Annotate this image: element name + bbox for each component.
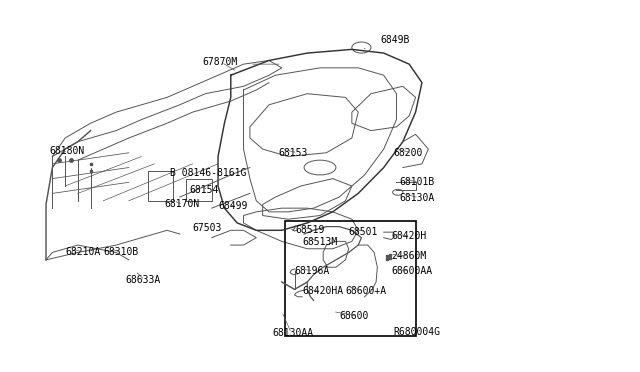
- Bar: [285, 221, 415, 336]
- Text: 68310B: 68310B: [103, 247, 139, 257]
- Text: 68519: 68519: [296, 225, 325, 235]
- Text: 68196A: 68196A: [294, 266, 330, 276]
- Text: B 08146-8161G: B 08146-8161G: [170, 168, 246, 178]
- Text: 68600: 68600: [339, 311, 369, 321]
- Text: 68501: 68501: [349, 227, 378, 237]
- Text: 68210A: 68210A: [65, 247, 100, 257]
- Text: 68130A: 68130A: [399, 193, 435, 203]
- Text: 68420HA: 68420HA: [302, 286, 343, 296]
- Text: R680004G: R680004G: [394, 327, 440, 337]
- Text: 68153: 68153: [278, 148, 308, 158]
- Text: 68420H: 68420H: [392, 231, 427, 241]
- Text: 68170N: 68170N: [164, 199, 199, 209]
- Text: 68130AA: 68130AA: [272, 328, 314, 338]
- Text: 68154: 68154: [189, 185, 219, 195]
- Text: 67503: 67503: [193, 224, 222, 234]
- Text: 68499: 68499: [218, 201, 248, 211]
- Text: 68600AA: 68600AA: [392, 266, 433, 276]
- Text: 68101B: 68101B: [399, 177, 435, 187]
- Text: 6849B: 6849B: [381, 35, 410, 45]
- Text: 68633A: 68633A: [125, 275, 161, 285]
- Text: 24860M: 24860M: [392, 251, 427, 261]
- Text: 68600+A: 68600+A: [346, 286, 387, 296]
- Text: 68180N: 68180N: [49, 146, 84, 156]
- Text: 67870M: 67870M: [202, 57, 237, 67]
- Bar: [148, 171, 173, 201]
- Text: 68200: 68200: [394, 148, 422, 158]
- Bar: [186, 179, 212, 201]
- Text: 68513M: 68513M: [302, 237, 337, 247]
